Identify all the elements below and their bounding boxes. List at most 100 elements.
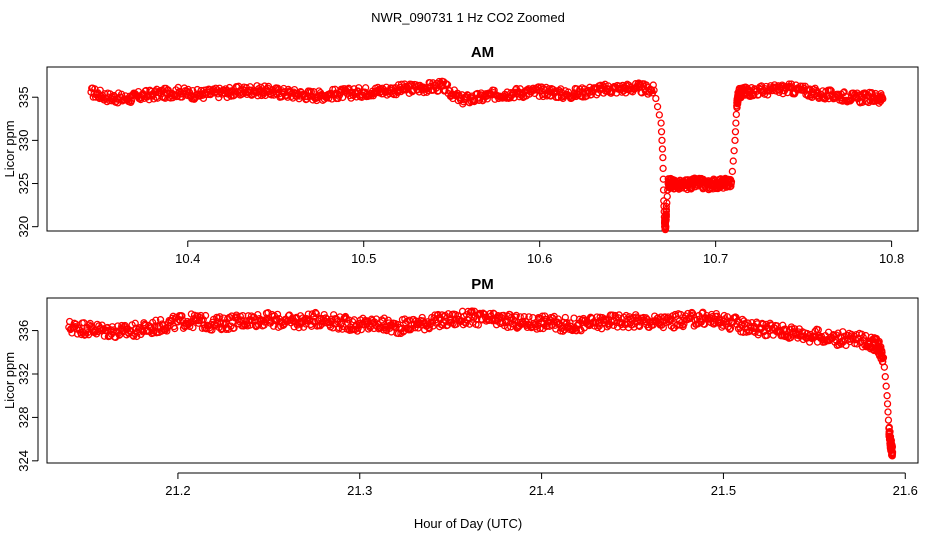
data-point (353, 327, 362, 335)
data-point (832, 331, 841, 339)
data-point (171, 324, 179, 333)
data-point (662, 210, 670, 218)
data-point (216, 313, 224, 321)
data-point (662, 212, 670, 220)
y-tick-label: 332 (16, 363, 31, 385)
data-point (536, 324, 544, 333)
data-point (886, 428, 894, 436)
data-point (879, 353, 887, 362)
plot-frame (46, 66, 919, 232)
data-point (886, 433, 895, 441)
data-point (677, 310, 685, 319)
data-point (525, 313, 533, 321)
data-point (882, 382, 890, 390)
data-point (662, 202, 670, 211)
data-point (594, 323, 602, 332)
data-point (152, 316, 160, 324)
data-point (729, 157, 737, 165)
y-tick-label: 320 (16, 216, 31, 238)
x-tick-label: 21.3 (347, 483, 372, 498)
data-point (649, 81, 657, 89)
y-tick-label: 325 (16, 173, 31, 195)
data-point (156, 316, 165, 324)
data-point (309, 317, 317, 325)
data-point (273, 310, 282, 319)
data-point (888, 452, 896, 460)
data-point (731, 128, 740, 136)
x-tick-label: 21.4 (529, 483, 554, 498)
data-point (726, 325, 734, 333)
data-point (559, 327, 567, 335)
data-point (474, 321, 482, 329)
data-point (492, 321, 501, 329)
data-point (121, 96, 129, 104)
data-point (254, 311, 262, 319)
data-point (732, 110, 740, 119)
panel-title: AM (471, 44, 494, 61)
data-point (658, 145, 667, 153)
data-point (730, 147, 738, 155)
data-point (728, 167, 737, 176)
data-point (554, 315, 562, 323)
data-point (655, 111, 663, 119)
data-point (659, 153, 667, 162)
data-point (700, 320, 709, 328)
data-point (189, 323, 197, 332)
data-point (287, 88, 295, 96)
data-point (883, 392, 891, 400)
data-point (307, 88, 315, 96)
data-point (512, 311, 520, 320)
data-point (541, 312, 549, 320)
x-tick-label: 10.8 (879, 251, 904, 266)
data-point (131, 319, 139, 327)
data-point (846, 97, 854, 105)
data-point (657, 128, 666, 136)
data-point (545, 85, 553, 93)
y-tick-label: 328 (16, 407, 31, 429)
data-point (888, 449, 897, 458)
data-point (880, 363, 889, 371)
data-point (731, 136, 739, 145)
x-tick-label: 10.6 (527, 251, 552, 266)
data-point (884, 416, 893, 424)
data-point (230, 324, 238, 332)
data-point (407, 325, 415, 333)
data-point (219, 319, 227, 327)
data-point (189, 86, 197, 95)
data-point (449, 319, 457, 328)
data-point (468, 307, 476, 315)
plot-frame (46, 297, 919, 464)
data-point (163, 327, 171, 335)
pm-panel: PM 21.2 21.3 21.4 21.5 21.6 324 328 332 336 Licor … (2, 276, 919, 498)
data-point (659, 164, 667, 173)
x-tick-label: 21.6 (893, 483, 918, 498)
am-panel: AM 10.4 10.5 10.6 10.7 10.8 320 325 330 335 Licor … (2, 44, 919, 266)
y-axis-label: Licor ppm (2, 120, 17, 177)
data-point (883, 400, 892, 408)
figure-title: NWR_090731 1 Hz CO2 Zoomed (371, 10, 565, 25)
data-point (888, 443, 897, 451)
data-point (488, 317, 497, 325)
data-point (642, 314, 650, 322)
x-tick-label: 10.5 (351, 251, 376, 266)
data-point (635, 321, 643, 330)
x-tick-label: 21.2 (165, 483, 190, 498)
data-point (659, 323, 667, 332)
data-point (652, 94, 660, 103)
y-tick-label: 330 (16, 130, 31, 152)
data-point (827, 86, 835, 95)
data-point (133, 332, 141, 341)
data-point (759, 320, 767, 328)
data-point (788, 325, 796, 333)
series-points (87, 77, 887, 234)
data-point (563, 319, 571, 327)
x-tick-label: 21.5 (711, 483, 736, 498)
data-point (727, 182, 735, 190)
data-point (355, 84, 363, 92)
data-point (648, 89, 657, 97)
data-point (201, 311, 210, 320)
data-point (764, 91, 772, 99)
data-point (380, 314, 388, 322)
y-tick-label: 335 (16, 86, 31, 108)
data-point (663, 192, 671, 201)
